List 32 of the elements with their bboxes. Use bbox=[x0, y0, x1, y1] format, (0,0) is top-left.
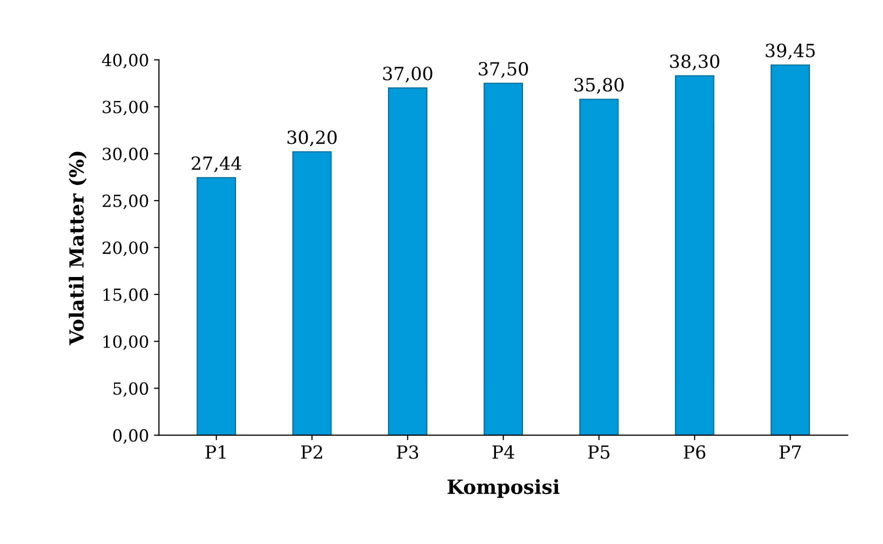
data-label: 30,20 bbox=[288, 130, 337, 146]
x-tick-label: P7 bbox=[779, 445, 801, 459]
bar bbox=[196, 177, 236, 436]
y-tick-label: 0,00 bbox=[113, 429, 148, 444]
y-tick-label: 25,00 bbox=[102, 194, 148, 210]
data-label: 27,44 bbox=[192, 156, 242, 172]
data-label: 38,30 bbox=[670, 54, 720, 70]
x-tick-label: P3 bbox=[396, 445, 418, 459]
y-tick-label: 20,00 bbox=[102, 241, 148, 256]
data-label: 35,80 bbox=[574, 78, 624, 94]
bar bbox=[579, 98, 619, 436]
bar bbox=[388, 87, 428, 436]
data-label: 37,00 bbox=[383, 66, 432, 83]
y-tick-label: 35,00 bbox=[102, 100, 148, 116]
y-tick-label: 10,00 bbox=[104, 335, 148, 350]
bar bbox=[770, 64, 810, 436]
bar bbox=[674, 75, 714, 436]
x-tick-label: P5 bbox=[588, 445, 610, 459]
y-axis-title: Volatil Matter (%) bbox=[68, 152, 87, 346]
x-tick-label: P6 bbox=[684, 445, 706, 459]
y-tick-label: 30,00 bbox=[102, 148, 148, 162]
x-tick-label: P4 bbox=[492, 445, 514, 459]
data-label: 37,50 bbox=[478, 62, 528, 78]
y-tick-label: 5,00 bbox=[114, 382, 148, 397]
y-tick-label: 40,00 bbox=[102, 54, 148, 68]
x-tick-label: P1 bbox=[206, 445, 226, 459]
x-tick-label: P2 bbox=[301, 445, 322, 459]
y-tick-label: 15,00 bbox=[104, 288, 148, 304]
bar bbox=[484, 82, 523, 436]
x-axis-title: Komposisi bbox=[448, 479, 560, 498]
data-label: 39,45 bbox=[766, 44, 815, 60]
bar bbox=[292, 151, 332, 436]
